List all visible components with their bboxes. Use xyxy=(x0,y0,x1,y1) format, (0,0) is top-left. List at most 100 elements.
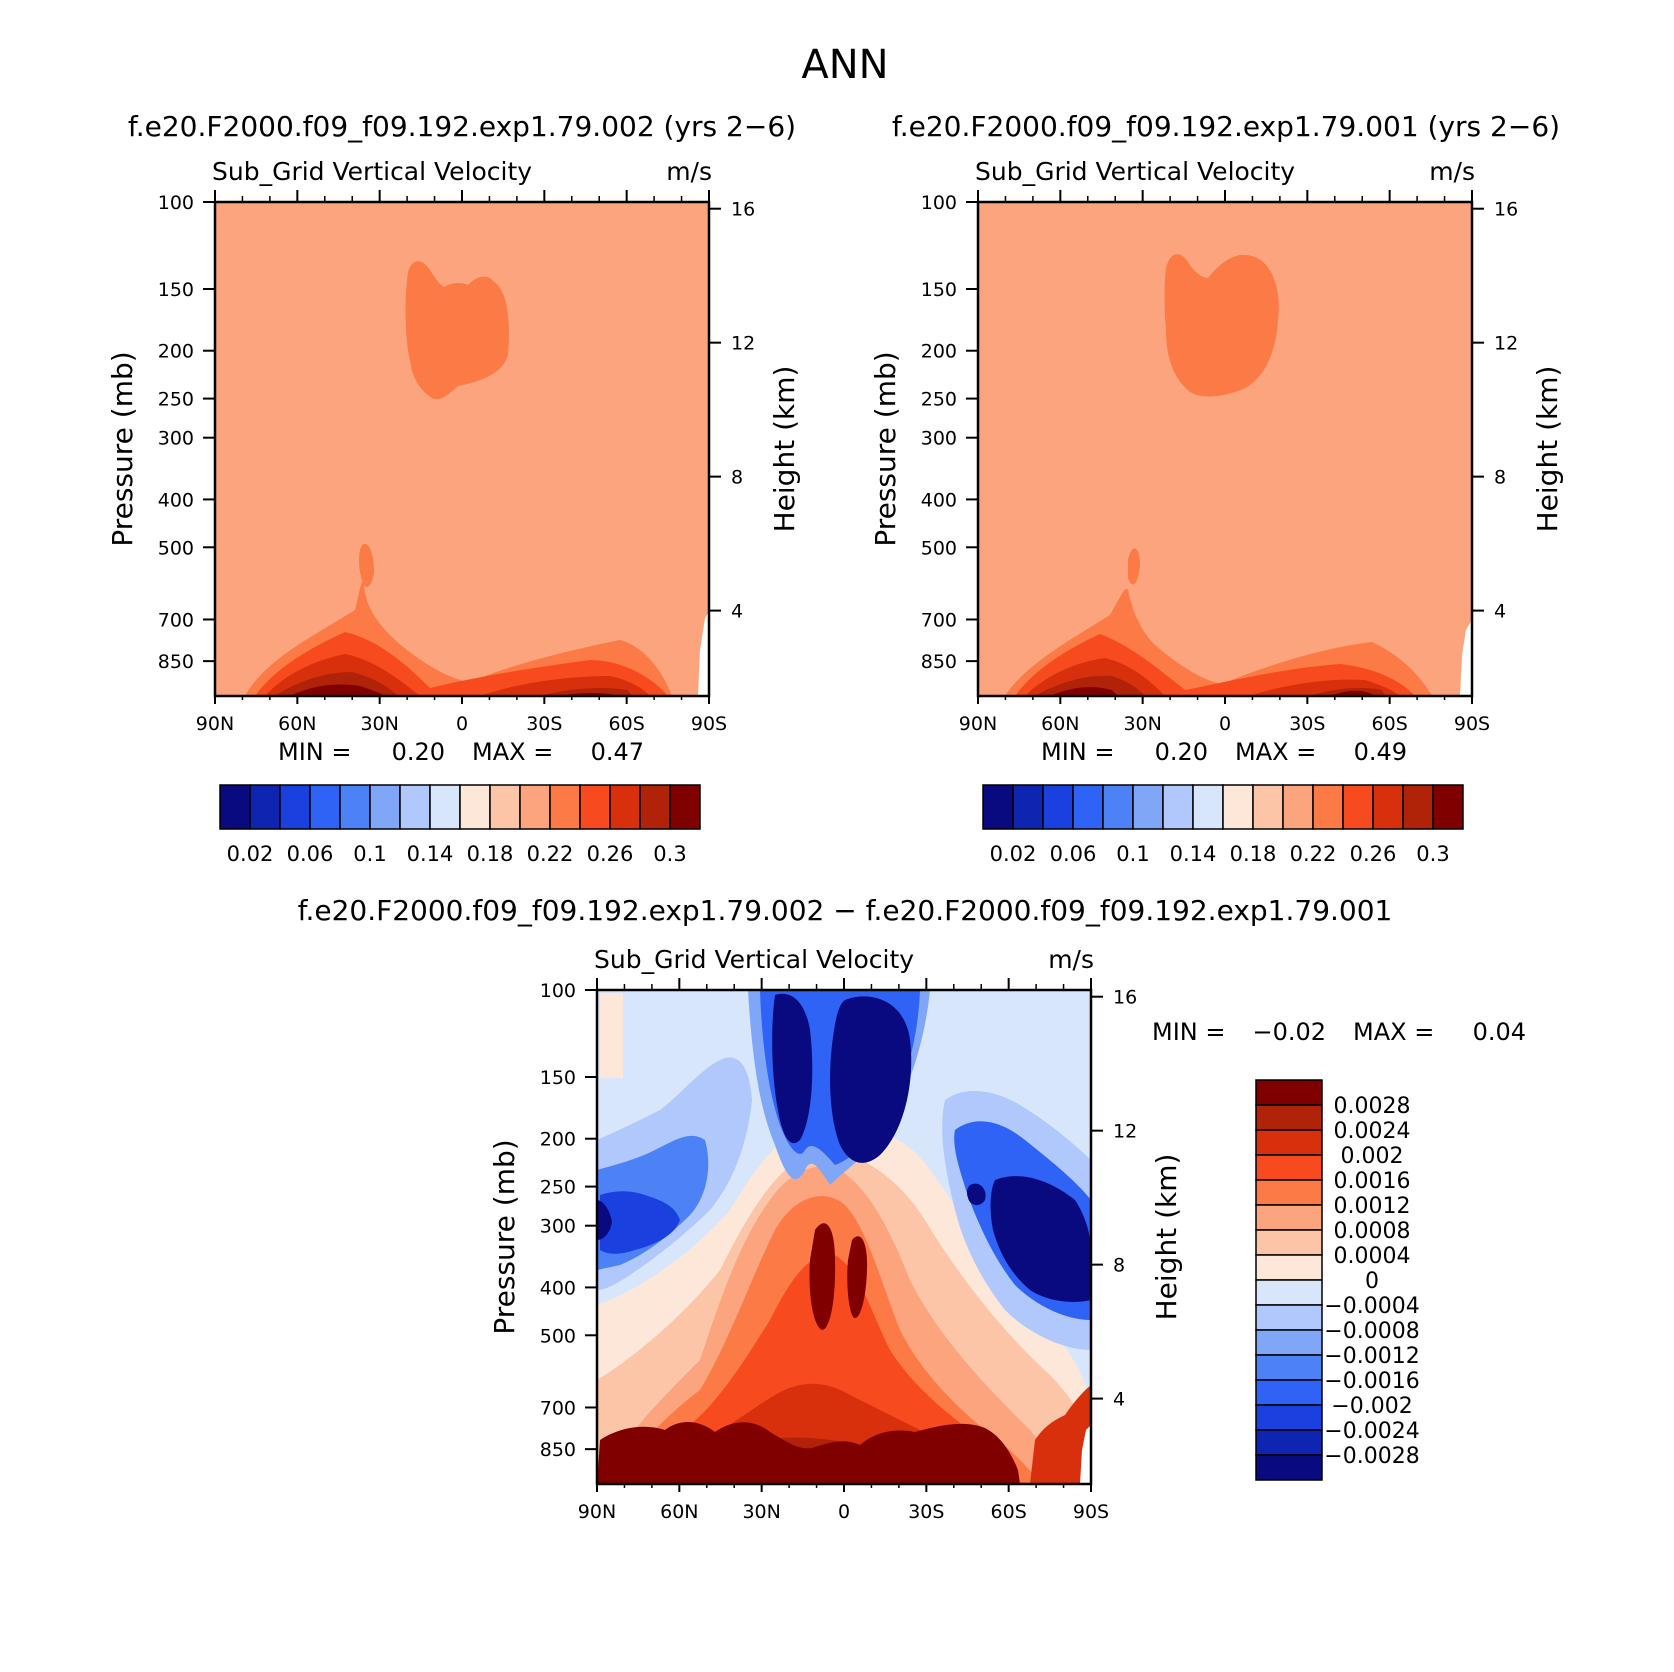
panel-2-upper-maximum xyxy=(1164,254,1279,397)
y2-tick-label: 16 xyxy=(1494,199,1518,221)
x-tick-label: 0 xyxy=(456,713,468,735)
colorbar-swatch xyxy=(369,784,401,830)
colorbar-swatch xyxy=(1012,784,1044,830)
x-tick-label: 30S xyxy=(908,1501,944,1523)
y-tick-label: 250 xyxy=(921,389,957,411)
panel-2-min-value: 0.20 xyxy=(1155,738,1208,766)
colorbar-swatch xyxy=(1432,784,1464,830)
panel-2-plot-area xyxy=(978,202,1472,696)
colorbar-swatch xyxy=(669,784,701,830)
colorbar-swatch xyxy=(1192,784,1224,830)
panel-3-cool-left-core xyxy=(600,1191,680,1254)
colorbar-swatch xyxy=(982,784,1014,830)
colorbar-swatch xyxy=(1255,1204,1323,1231)
colorbar-swatch xyxy=(1255,1104,1323,1131)
panel-3-subtitle-right: m/s xyxy=(1048,945,1094,974)
colorbar-label: 0.06 xyxy=(1050,842,1097,866)
y-tick-label: 300 xyxy=(158,428,194,450)
panel-2-y2label: Height (km) xyxy=(1531,366,1564,533)
y-tick-label: 100 xyxy=(540,980,576,1002)
panel-3-cool-left-edge xyxy=(597,1200,612,1240)
panel-2-ylabel: Pressure (mb) xyxy=(869,351,902,546)
colorbar-swatch xyxy=(249,784,281,830)
y2-tick-label: 12 xyxy=(1113,1121,1137,1143)
panel-2-max-value: 0.49 xyxy=(1354,738,1407,766)
panel-2-max-label: MAX = xyxy=(1235,738,1316,766)
colorbar-label: 0.26 xyxy=(1350,842,1397,866)
colorbar-swatch xyxy=(1132,784,1164,830)
colorbar-swatch xyxy=(1342,784,1374,830)
x-tick-label: 60S xyxy=(1372,713,1408,735)
colorbar-label: −0.0004 xyxy=(1324,1294,1419,1319)
panel-3-min-label: MIN = xyxy=(1152,1018,1225,1046)
x-tick-label: 90N xyxy=(578,1501,616,1523)
y-tick-label: 850 xyxy=(921,651,957,673)
colorbar-swatch xyxy=(519,784,551,830)
y-tick-label: 700 xyxy=(540,1397,576,1419)
y-tick-label: 700 xyxy=(921,609,957,631)
colorbar-swatch xyxy=(639,784,671,830)
colorbar-label: 0.3 xyxy=(1416,842,1449,866)
x-tick-label: 30S xyxy=(526,713,562,735)
colorbar-swatch xyxy=(1255,1254,1323,1281)
panel-1-plot-area xyxy=(215,202,709,696)
panel-1-lower-band-5 xyxy=(290,684,620,696)
y-tick-label: 150 xyxy=(158,279,194,301)
colorbar-swatch xyxy=(1402,784,1434,830)
panel-3-warm-core-right xyxy=(847,1236,868,1319)
panel-3-arctic-patch xyxy=(600,993,623,1078)
colorbar-swatch xyxy=(1282,784,1314,830)
panel-3-min-value: −0.02 xyxy=(1252,1018,1326,1046)
colorbar-label: 0.1 xyxy=(1116,842,1149,866)
colorbar-swatch xyxy=(1255,1429,1323,1456)
colorbar-swatch xyxy=(1312,784,1344,830)
panel-2-lower-band-4 xyxy=(1035,675,1385,696)
colorbar-label: 0.22 xyxy=(527,842,574,866)
y2-tick-label: 12 xyxy=(1494,333,1518,355)
colorbar-swatch xyxy=(1222,784,1254,830)
colorbar-label: 0.0012 xyxy=(1334,1194,1411,1219)
colorbar-swatch xyxy=(579,784,611,830)
x-tick-label: 90N xyxy=(196,713,234,735)
panel-1-colorbar: 0.02 0.06 0.1 0.14 0.18 0.22 0.26 0.3 xyxy=(219,784,701,866)
x-tick-label: 60N xyxy=(1041,713,1079,735)
colorbar-label: 0.0008 xyxy=(1334,1219,1411,1244)
colorbar-swatch xyxy=(339,784,371,830)
colorbar-label: −0.002 xyxy=(1331,1394,1412,1419)
panel-3-polar-missing xyxy=(1080,1425,1091,1484)
x-tick-label: 30N xyxy=(360,713,398,735)
colorbar-label: 0.14 xyxy=(1170,842,1217,866)
colorbar-label: −0.0016 xyxy=(1324,1369,1419,1394)
colorbar-swatch xyxy=(1372,784,1404,830)
colorbar-label: 0.02 xyxy=(990,842,1037,866)
chart-panel-2: f.e20.F2000.f09_f09.192.exp1.79.001 (yrs… xyxy=(869,110,1564,866)
panel-1-subtitle-right: m/s xyxy=(666,157,712,186)
chart-panel-1: f.e20.F2000.f09_f09.192.exp1.79.002 (yrs… xyxy=(106,110,801,866)
panel-2-colorbar: 0.02 0.06 0.1 0.14 0.18 0.22 0.26 0.3 xyxy=(982,784,1464,866)
colorbar-label: 0.14 xyxy=(407,842,454,866)
colorbar-label: −0.0008 xyxy=(1324,1319,1419,1344)
panel-3-plot-area xyxy=(597,990,1091,1484)
colorbar-swatch xyxy=(1255,1154,1323,1181)
colorbar-swatch xyxy=(1255,1354,1323,1381)
colorbar-label: 0.0024 xyxy=(1334,1119,1411,1144)
colorbar-swatch xyxy=(429,784,461,830)
y-tick-label: 400 xyxy=(921,489,957,511)
colorbar-swatch xyxy=(609,784,641,830)
y-tick-label: 850 xyxy=(540,1439,576,1461)
panel-2-polar-missing xyxy=(1460,620,1472,696)
panel-3-max-label: MAX = xyxy=(1353,1018,1434,1046)
colorbar-swatch xyxy=(1042,784,1074,830)
y2-tick-label: 16 xyxy=(731,199,755,221)
panel-2-subtitle-right: m/s xyxy=(1429,157,1475,186)
colorbar-label: −0.0024 xyxy=(1324,1419,1419,1444)
page-title: ANN xyxy=(801,42,888,88)
y2-tick-label: 8 xyxy=(1494,467,1506,489)
panel-1-min-label: MIN = xyxy=(278,738,351,766)
panel-1-subtitle-left: Sub_Grid Vertical Velocity xyxy=(212,157,532,186)
panel-1-background-field xyxy=(215,202,709,696)
colorbar-label: 0.0016 xyxy=(1334,1169,1411,1194)
panel-3-warm-core-left xyxy=(809,1223,836,1330)
colorbar-label: 0.26 xyxy=(587,842,634,866)
